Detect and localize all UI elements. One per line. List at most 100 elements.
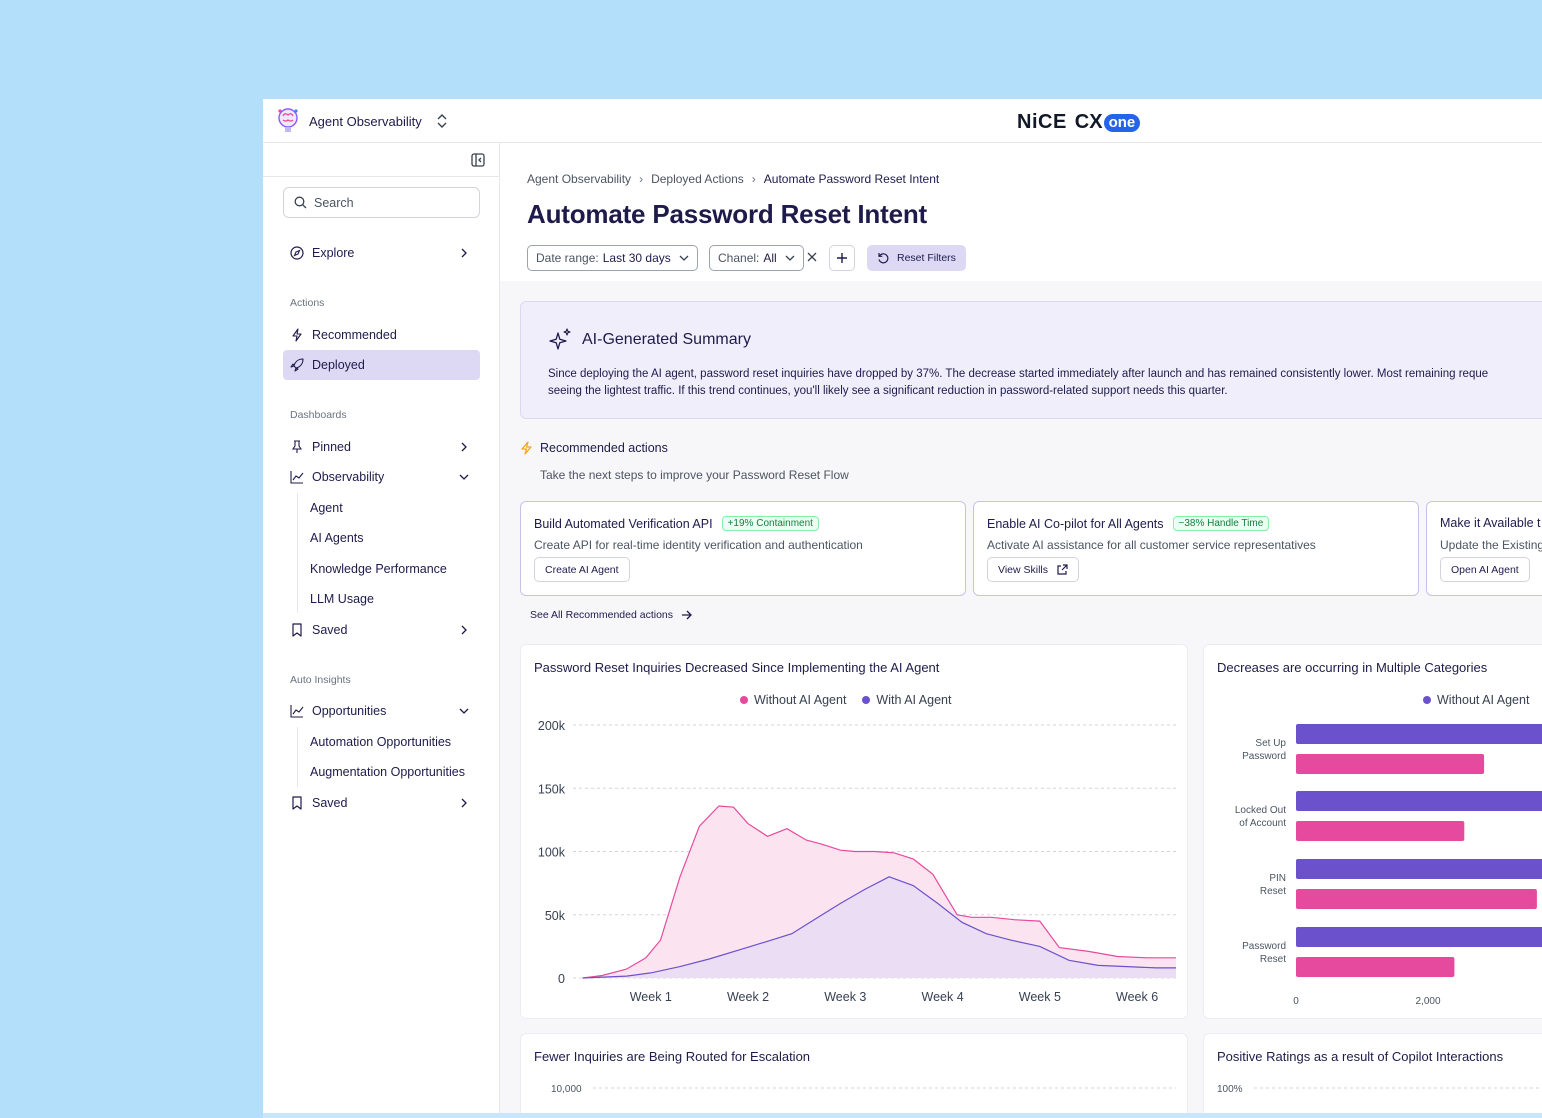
brand-cx: CX one bbox=[1074, 111, 1141, 134]
sparkles-icon bbox=[549, 328, 571, 350]
sidebar-item-agent[interactable]: Agent bbox=[310, 501, 343, 515]
channel-filter[interactable]: Chanel: All bbox=[709, 245, 804, 271]
chevron-right-icon: › bbox=[639, 172, 644, 186]
breadcrumb-current: Automate Password Reset Intent bbox=[763, 172, 940, 186]
sidebar-item-augmentation-opportunities[interactable]: Augmentation Opportunities bbox=[310, 765, 465, 779]
app-switcher[interactable]: Agent Observability bbox=[275, 106, 450, 136]
sidebar-item-knowledge-performance[interactable]: Knowledge Performance bbox=[310, 562, 447, 576]
impact-badge: −38% Handle Time bbox=[1172, 516, 1270, 531]
ai-summary-heading: AI-Generated Summary bbox=[549, 328, 751, 352]
lightning-icon bbox=[521, 441, 532, 455]
sidebar-item-llm-usage[interactable]: LLM Usage bbox=[310, 592, 374, 606]
add-filter-button[interactable] bbox=[829, 245, 855, 271]
recommended-action-card: Enable AI Co-pilot for All Agents −38% H… bbox=[973, 501, 1419, 596]
chart-title: Password Reset Inquiries Decreased Since… bbox=[534, 660, 940, 675]
y-tick-label: 100k bbox=[538, 846, 566, 860]
plus-icon bbox=[837, 253, 847, 263]
sidebar-item-automation-opportunities[interactable]: Automation Opportunities bbox=[310, 735, 452, 749]
brand-cx-text: CX bbox=[1074, 111, 1103, 133]
category-label: Reset bbox=[1260, 886, 1286, 897]
view-skills-button[interactable]: View Skills bbox=[987, 557, 1079, 582]
bar-without-ai bbox=[1296, 724, 1542, 744]
search-box[interactable] bbox=[283, 187, 480, 218]
sidebar-item-saved-insights[interactable]: Saved bbox=[283, 788, 480, 818]
sidebar-item-observability[interactable]: Observability bbox=[283, 462, 480, 492]
main-content: Agent Observability › Deployed Actions ›… bbox=[500, 143, 1542, 1113]
y-tick-label: 150k bbox=[538, 782, 566, 796]
window-bottom-edge bbox=[263, 1113, 1542, 1118]
recommended-action-card: Make it Available t Update the Existing … bbox=[1426, 501, 1542, 596]
y-tick-label: 0 bbox=[558, 972, 565, 986]
sidebar-item-saved[interactable]: Saved bbox=[283, 615, 480, 645]
legend-swatch-purple bbox=[1423, 696, 1431, 704]
sidebar-item-pinned[interactable]: Pinned bbox=[283, 432, 480, 462]
sidebar-item-deployed[interactable]: Deployed bbox=[283, 350, 480, 380]
breadcrumb-link[interactable]: Deployed Actions bbox=[651, 172, 744, 186]
top-bar: Agent Observability NiCE CX one bbox=[263, 99, 1542, 143]
see-all-recommended-link[interactable]: See All Recommended actions bbox=[530, 609, 693, 621]
sidebar-item-recommended[interactable]: Recommended bbox=[283, 320, 480, 350]
ai-summary-title: AI-Generated Summary bbox=[582, 331, 751, 348]
bar-with-ai bbox=[1296, 889, 1537, 909]
sidebar-item-ai-agents[interactable]: AI Agents bbox=[310, 531, 364, 545]
collapse-sidebar-icon[interactable] bbox=[471, 153, 485, 167]
breadcrumb-link[interactable]: Agent Observability bbox=[527, 172, 632, 186]
category-label: Password bbox=[1242, 751, 1286, 762]
sidebar-item-label: Saved bbox=[312, 623, 348, 637]
breadcrumb: Agent Observability › Deployed Actions ›… bbox=[527, 172, 939, 186]
chevron-up-down-icon bbox=[437, 114, 447, 128]
external-link-icon bbox=[1057, 563, 1068, 575]
bookmark-icon bbox=[292, 623, 302, 637]
x-tick-label: Week 2 bbox=[727, 990, 769, 1004]
open-ai-agent-button[interactable]: Open AI Agent bbox=[1440, 557, 1530, 582]
bar-with-ai bbox=[1296, 754, 1485, 774]
sidebar-item-label: Saved bbox=[312, 796, 348, 810]
sidebar-item-label: Pinned bbox=[312, 440, 351, 454]
arrow-right-icon bbox=[682, 610, 692, 620]
create-ai-agent-button[interactable]: Create AI Agent bbox=[534, 557, 630, 582]
sidebar-item-label: Opportunities bbox=[312, 704, 387, 718]
action-title: Make it Available t bbox=[1440, 516, 1541, 530]
legend-label: Without AI Agent bbox=[754, 693, 847, 707]
impact-badge: +19% Containment bbox=[721, 516, 819, 531]
sidebar-item-label: Explore bbox=[312, 246, 355, 260]
bar-with-ai bbox=[1296, 821, 1465, 841]
pin-icon bbox=[291, 440, 303, 453]
action-title: Enable AI Co-pilot for All Agents bbox=[987, 516, 1164, 531]
action-description: Create API for real-time identity verifi… bbox=[534, 538, 863, 552]
bar-without-ai bbox=[1296, 927, 1542, 947]
escalation-chart: 10,000 bbox=[551, 1084, 1176, 1095]
action-title-row: Make it Available t bbox=[1440, 516, 1541, 530]
chevron-down-icon bbox=[459, 474, 469, 480]
reset-filters-button[interactable]: Reset Filters bbox=[867, 245, 966, 271]
x-tick-label: Week 3 bbox=[824, 990, 866, 1004]
legend-swatch-pink bbox=[740, 696, 748, 704]
action-title-row: Build Automated Verification API +19% Co… bbox=[534, 516, 819, 531]
chart-title: Decreases are occurring in Multiple Cate… bbox=[1217, 660, 1488, 675]
rocket-icon bbox=[290, 358, 304, 372]
bookmark-icon bbox=[292, 796, 302, 810]
sidebar-item-explore[interactable]: Explore bbox=[283, 238, 480, 268]
search-input[interactable] bbox=[314, 195, 464, 210]
reset-filters-label: Reset Filters bbox=[897, 252, 956, 264]
chart-legend: Without AI Agent bbox=[1423, 693, 1529, 707]
chart-title: Positive Ratings as a result of Copilot … bbox=[1217, 1049, 1504, 1064]
ratings-chart-card: Positive Ratings as a result of Copilot … bbox=[1203, 1033, 1542, 1113]
date-range-filter[interactable]: Date range: Last 30 days bbox=[527, 245, 698, 271]
y-tick-label: 200k bbox=[538, 719, 566, 733]
sidebar-item-opportunities[interactable]: Opportunities bbox=[283, 696, 480, 726]
compass-icon bbox=[290, 246, 304, 260]
series-line-with-ai bbox=[582, 876, 1176, 979]
filter-value: Last 30 days bbox=[602, 251, 671, 265]
chevron-right-icon bbox=[461, 625, 467, 635]
recommended-actions-title: Recommended actions bbox=[540, 441, 668, 455]
brand-nice: NiCE bbox=[1017, 111, 1067, 133]
lightning-icon bbox=[292, 328, 302, 342]
clear-filter-icon[interactable] bbox=[805, 250, 819, 264]
filter-label: Chanel: bbox=[718, 251, 760, 265]
chart-legend: Without AI Agent With AI Agent bbox=[740, 693, 951, 707]
sidebar-item-label: Deployed bbox=[312, 358, 365, 372]
inquiries-chart-card: Password Reset Inquiries Decreased Since… bbox=[520, 644, 1188, 1019]
x-tick-label: 0 bbox=[1293, 996, 1299, 1007]
category-label: Locked Out bbox=[1235, 805, 1286, 816]
